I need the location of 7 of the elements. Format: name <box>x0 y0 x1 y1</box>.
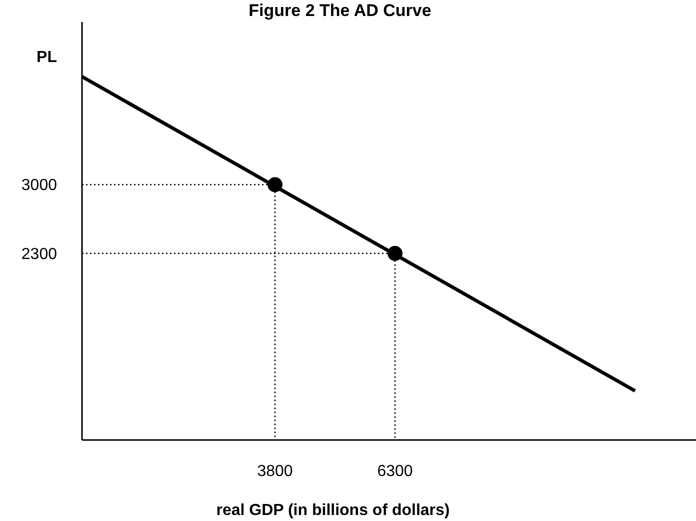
x-axis-title: real GDP (in billions of dollars) <box>216 502 450 519</box>
x-tick-label: 3800 <box>257 463 293 480</box>
x-tick-label: 6300 <box>377 463 413 480</box>
y-tick-label: 3000 <box>21 177 58 194</box>
y-axis-title: PL <box>36 49 58 66</box>
y-tick-label: 2300 <box>21 246 58 263</box>
chart-title: Figure 2 The AD Curve <box>248 1 432 20</box>
